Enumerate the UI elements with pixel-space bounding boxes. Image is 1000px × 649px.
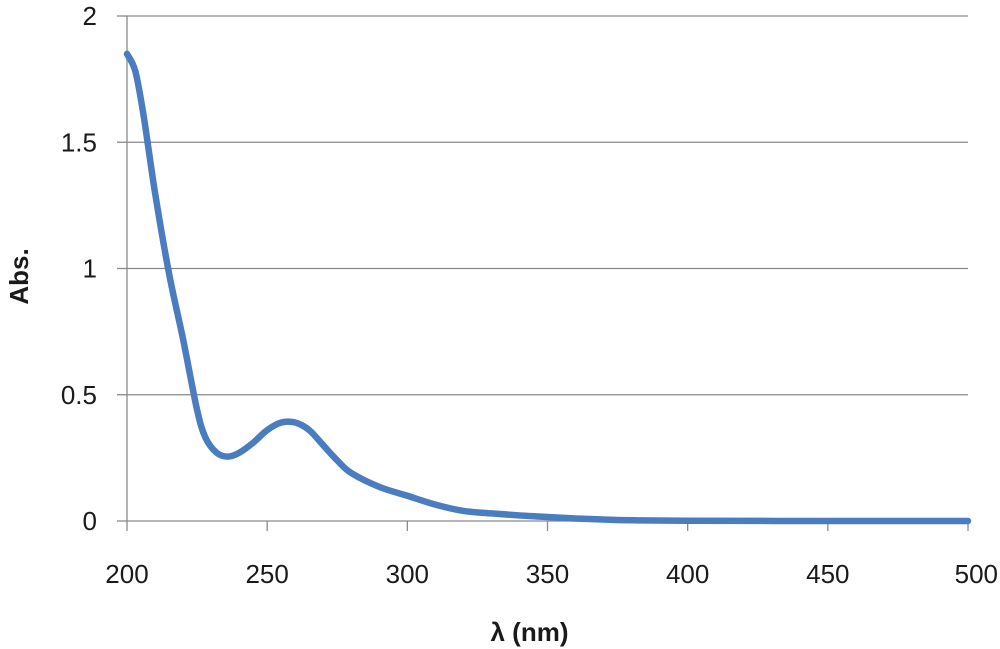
y-tick-label: 2 <box>83 1 97 31</box>
x-tick-label: 300 <box>386 559 429 589</box>
y-tick-label: 0 <box>83 506 97 536</box>
y-tick-label: 0.5 <box>61 380 97 410</box>
x-tick-label: 200 <box>105 559 148 589</box>
y-tick-label: 1.5 <box>61 127 97 157</box>
x-axis-title: λ (nm) <box>491 617 569 647</box>
series-layer <box>123 50 972 525</box>
x-tick-label: 500 <box>955 559 998 589</box>
label-layer: 0 0.5 1 1.5 2 200 250 300 350 400 450 500 <box>61 1 998 589</box>
y-axis-title: Abs. <box>4 248 34 304</box>
x-tick-label: 450 <box>806 559 849 589</box>
y-tick-label: 1 <box>83 254 97 284</box>
absorbance-series-line <box>123 50 972 525</box>
grid-layer <box>127 15 968 396</box>
x-tick-label: 350 <box>526 559 569 589</box>
axis-layer <box>117 15 969 531</box>
x-tick-label: 250 <box>245 559 288 589</box>
x-tick-label: 400 <box>666 559 709 589</box>
